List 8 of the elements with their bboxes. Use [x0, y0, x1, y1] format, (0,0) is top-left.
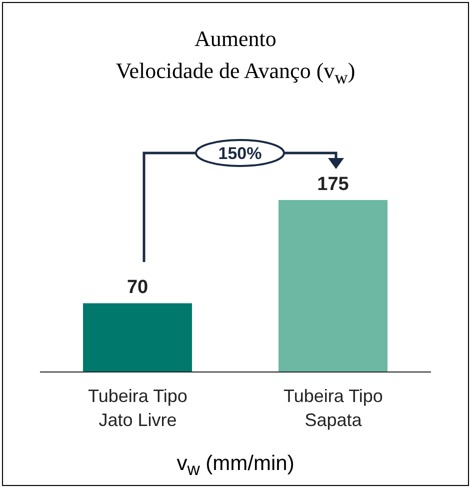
chart-title: Aumento	[194, 26, 278, 52]
text: 150%	[218, 144, 262, 163]
x-axis-title: v$_{w}$ (mm/min)	[176, 452, 296, 480]
chart-subtitle: Velocidade de Avanço (v$_{w}$)	[114, 58, 356, 88]
data-label: 175	[317, 174, 350, 195]
x-tick-label: Tubeira Tipo Sapata	[284, 386, 383, 430]
x-tick-label: Tubeira Tipo Jato Livre	[88, 386, 188, 430]
data-label: 70	[126, 277, 148, 298]
